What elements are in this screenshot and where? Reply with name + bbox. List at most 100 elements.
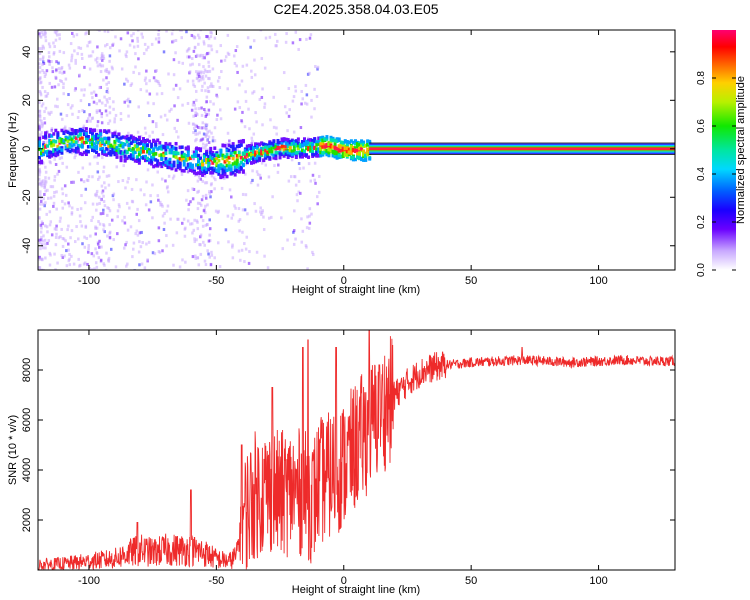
heatmap-noise-cell (65, 114, 69, 118)
heatmap-ridge-cell (86, 149, 90, 154)
heatmap-ridge-cell (176, 165, 180, 169)
heatmap-noise-cell (102, 223, 105, 227)
heatmap-noise-cell (96, 170, 100, 174)
heatmap-noise-cell (213, 139, 217, 143)
heatmap-ridge-cell (152, 154, 156, 159)
heatmap-noise-cell (236, 70, 239, 74)
heatmap-ridge-cell (170, 144, 174, 149)
heatmap-noise-cell (87, 175, 91, 179)
heatmap-ridge-cell (194, 163, 198, 167)
heatmap-noise-cell (146, 101, 150, 105)
heatmap-noise-cell (226, 87, 229, 91)
heatmap-noise-cell (105, 43, 109, 47)
heatmap-ridge-cell (333, 142, 337, 146)
heatmap-ridge-cell (249, 152, 253, 157)
heatmap-ridge-cell (294, 153, 298, 158)
heatmap-ridge-cell (68, 131, 72, 136)
heatmap-noise-cell (130, 82, 134, 86)
heatmap-ridge-cell (74, 129, 78, 133)
heatmap-noise-cell (45, 225, 49, 229)
heatmap-ridge-cell (154, 163, 158, 168)
heatmap-noise-cell (164, 179, 167, 183)
heatmap-noise-cell (188, 70, 192, 74)
heatmap-ridge-cell (168, 142, 172, 146)
heatmap-noise-cell (53, 157, 56, 161)
heatmap-noise-cell (205, 95, 209, 99)
heatmap-noise-cell (204, 196, 208, 200)
heatmap-ridge-cell (146, 143, 150, 148)
heatmap-noise-cell (193, 35, 197, 39)
heatmap-noise-cell (208, 129, 211, 133)
heatmap-noise-cell (253, 58, 256, 62)
heatmap-ridge-cell (360, 144, 364, 149)
heatmap-ridge-cell (50, 134, 54, 138)
heatmap-ridge-cell (84, 140, 88, 144)
heatmap-noise-cell (275, 132, 278, 136)
heatmap-noise-cell (64, 142, 67, 146)
heatmap-noise-cell (74, 154, 77, 158)
heatmap-ridge-cell (133, 137, 137, 141)
heatmap-ridge-cell (97, 153, 101, 157)
heatmap-noise-cell (174, 38, 178, 42)
heatmap-noise-cell (209, 183, 213, 187)
heatmap-ridge-cell (249, 146, 253, 151)
heatmap-ridge-cell (260, 151, 264, 156)
heatmap-noise-cell (77, 110, 81, 114)
heatmap-noise-cell (204, 74, 208, 78)
heatmap-noise-cell (125, 50, 129, 54)
heatmap-ridge-cell (188, 162, 192, 166)
heatmap-noise-cell (44, 94, 48, 98)
heatmap-ridge-cell (345, 153, 349, 157)
heatmap-ridge-cell (88, 140, 92, 145)
heatmap-noise-cell (39, 202, 42, 206)
heatmap-noise-cell (106, 30, 110, 34)
heatmap-noise-cell (311, 250, 314, 254)
heatmap-noise-cell (40, 131, 43, 135)
heatmap-noise-cell (119, 37, 123, 41)
heatmap-noise-cell (58, 219, 62, 223)
heatmap-noise-cell (70, 180, 73, 184)
heatmap-noise-cell (209, 44, 213, 48)
heatmap-ridge-cell (74, 131, 78, 136)
heatmap-ridge-cell (109, 145, 113, 150)
heatmap-noise-cell (85, 119, 89, 123)
heatmap-noise-cell (143, 42, 147, 46)
heatmap-noise-cell (48, 45, 52, 49)
heatmap-ridge-cell (199, 165, 203, 170)
heatmap-noise-cell (244, 247, 248, 251)
heatmap-noise-cell (195, 70, 198, 74)
heatmap-ridge-cell (288, 148, 292, 153)
heatmap-ridge-cell (209, 156, 213, 160)
heatmap-ridge-cell (194, 147, 198, 151)
heatmap-ridge-cell (174, 155, 178, 159)
heatmap-noise-cell (145, 152, 148, 156)
heatmap-noise-cell (259, 206, 262, 210)
heatmap-ridge-cell (131, 139, 135, 144)
heatmap-noise-cell (157, 81, 161, 85)
heatmap-noise-cell (308, 71, 311, 75)
heatmap-noise-cell (308, 214, 311, 218)
heatmap-noise-cell (202, 42, 206, 46)
heatmap-ridge-cell (78, 128, 82, 132)
heatmap-noise-cell (100, 112, 104, 116)
heatmap-ridge-cell (188, 164, 192, 169)
heatmap-ridge-cell (290, 142, 294, 146)
heatmap-noise-cell (250, 69, 253, 73)
heatmap-noise-cell (267, 216, 271, 220)
heatmap-ridge-cell (201, 173, 205, 177)
heatmap-noise-cell (43, 238, 47, 242)
heatmap-ridge-cell (231, 156, 235, 161)
heatmap-ridge-cell (60, 148, 64, 152)
heatmap-noise-cell (161, 249, 164, 253)
heatmap-noise-cell (74, 240, 77, 244)
heatmap-ridge-cell (146, 150, 150, 154)
spectrogram-x-ticks: -100 -50 0 50 100 (78, 30, 608, 287)
heatmap-ridge-cell (76, 146, 80, 150)
heatmap-noise-cell (243, 208, 247, 212)
heatmap-noise-cell (193, 123, 197, 127)
heatmap-ridge-cell (107, 136, 111, 141)
heatmap-noise-cell (173, 104, 176, 108)
heatmap-noise-cell (192, 83, 195, 87)
heatmap-noise-cell (201, 56, 205, 60)
